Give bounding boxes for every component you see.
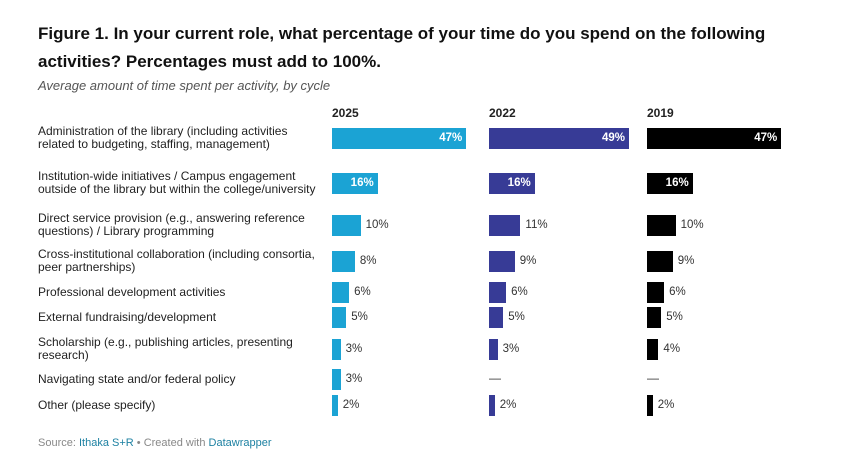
value-label-2025-6: 3% [345, 343, 363, 355]
value-label-2019-4: 6% [669, 286, 686, 298]
bar-2025-0 [332, 127, 467, 149]
bar-2019-0 [647, 127, 782, 149]
value-label-2022-8: 2% [499, 399, 517, 411]
bar-2019-3 [647, 250, 673, 272]
value-label-2022-1: 16% [507, 177, 531, 189]
bar-2025-2 [332, 214, 361, 236]
value-label-2025-5: 5% [351, 311, 368, 323]
bar-2019-6 [647, 338, 659, 360]
value-label-2025-0: 47% [439, 132, 463, 144]
column-header-2019: 2019 [647, 106, 674, 120]
value-label-2022-4: 6% [511, 286, 528, 298]
created-with-text: Created with [143, 437, 206, 449]
value-label-2025-3: 8% [359, 255, 377, 267]
value-label-2022-3: 9% [519, 255, 537, 267]
bar-2025-4 [332, 281, 350, 303]
bar-2022-5 [489, 306, 504, 328]
chart-title: Figure 1. In your current role, what per… [38, 24, 766, 71]
bar-2019-1 [647, 172, 693, 194]
category-label-administration-of-the-library-including-: Administration of the library (including… [38, 124, 288, 151]
value-label-2022-0: 49% [601, 132, 625, 144]
bar-2019-2 [647, 214, 676, 236]
bar-2025-5 [332, 306, 347, 328]
bar-2022-2 [489, 214, 521, 236]
value-label-2019-0: 47% [754, 132, 778, 144]
missing-value-2022-7: — [489, 371, 501, 385]
value-label-2022-5: 5% [508, 311, 525, 323]
bar-2025-1 [332, 172, 378, 194]
value-label-2022-6: 3% [502, 343, 520, 355]
bar-2019-4 [647, 281, 665, 303]
category-label-external-fundraising-development: External fundraising/development [38, 309, 217, 324]
source-prefix: Source: [38, 437, 76, 449]
source-link[interactable]: Ithaka S+R [78, 437, 134, 449]
bar-2019-5 [647, 306, 662, 328]
footer-separator: • [136, 437, 141, 449]
bar-2025-7 [332, 368, 341, 390]
chart-subtitle: Average amount of time spent per activit… [38, 78, 331, 93]
chart-footer: Source: Ithaka S+R • Created with Datawr… [38, 437, 272, 449]
missing-value-2019-7: — [647, 371, 659, 385]
value-label-2019-2: 10% [680, 219, 704, 231]
bar-2025-8 [332, 394, 338, 416]
value-label-2019-3: 9% [677, 255, 695, 267]
value-label-2025-7: 3% [345, 373, 363, 385]
value-label-2025-8: 2% [342, 399, 360, 411]
bar-2022-8 [489, 394, 495, 416]
bar-2022-1 [489, 172, 535, 194]
value-label-2019-1: 16% [665, 177, 689, 189]
bar-2019-8 [647, 394, 653, 416]
category-label-professional-development-activities: Professional development activities [38, 284, 226, 299]
bar-2022-6 [489, 338, 498, 360]
value-label-2025-2: 10% [365, 219, 389, 231]
value-label-2025-1: 16% [350, 177, 374, 189]
value-label-2019-5: 5% [666, 311, 683, 323]
bar-2022-3 [489, 250, 515, 272]
category-label-navigating-state-and-or-federal-policy: Navigating state and/or federal policy [38, 371, 236, 386]
value-label-2022-2: 11% [525, 219, 548, 231]
bar-2025-3 [332, 250, 355, 272]
category-label-institution-wide-initiatives-campus-enga: Institution-wide initiatives / Campus en… [38, 169, 316, 196]
column-header-2022: 2022 [489, 106, 516, 120]
bar-2022-4 [489, 281, 507, 303]
category-label-direct-service-provision-e-g-answering-r: Direct service provision (e.g., answerin… [38, 211, 305, 238]
category-label-cross-institutional-collaboration-includ: Cross-institutional collaboration (inclu… [38, 247, 315, 274]
value-label-2019-8: 2% [657, 399, 675, 411]
bar-2025-6 [332, 338, 341, 360]
datawrapper-link[interactable]: Datawrapper [208, 437, 272, 449]
bar-2022-0 [489, 127, 629, 149]
column-header-2025: 2025 [332, 106, 359, 120]
category-label-scholarship-e-g-publishing-articles-pres: Scholarship (e.g., publishing articles, … [38, 335, 293, 362]
value-label-2019-6: 4% [663, 343, 681, 355]
value-label-2025-4: 6% [354, 286, 371, 298]
category-label-other-please-specify: Other (please specify) [38, 397, 156, 412]
